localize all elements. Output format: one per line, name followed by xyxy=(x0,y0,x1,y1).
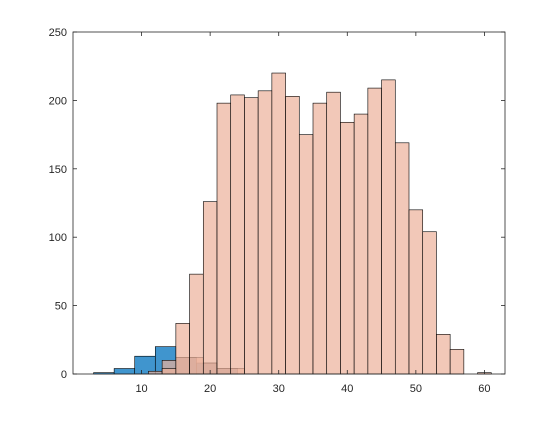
histogram-bar xyxy=(449,349,465,375)
x-tick-label: 60 xyxy=(478,383,490,395)
histogram-bar xyxy=(113,368,136,375)
histogram-bar xyxy=(271,72,286,375)
x-tick-label: 50 xyxy=(410,383,422,395)
bars-layer xyxy=(93,72,492,375)
y-tick-label: 200 xyxy=(49,95,67,107)
x-tick-label: 20 xyxy=(204,383,216,395)
x-tick-label: 40 xyxy=(341,383,353,395)
ticks-layer: 10 20 30 40 50 60 0 50 100 150 200 250 xyxy=(49,27,505,395)
histogram-bar xyxy=(285,96,300,375)
histogram-bar xyxy=(298,134,314,375)
histogram-bar xyxy=(244,97,259,375)
histogram-bar xyxy=(230,94,245,375)
axes-layer xyxy=(72,31,506,375)
histogram-bar xyxy=(394,142,410,375)
x-tick-label: 10 xyxy=(135,383,147,395)
histogram-bar xyxy=(148,370,163,375)
histogram-bar xyxy=(161,368,177,375)
y-tick-label: 150 xyxy=(49,164,67,176)
histogram-bar xyxy=(367,87,382,375)
histogram-bar xyxy=(408,209,424,375)
x-tick-label: 30 xyxy=(273,383,285,395)
histogram-bar xyxy=(340,121,355,375)
histogram-bar xyxy=(381,79,396,375)
axes-box xyxy=(72,31,506,375)
histogram-bar xyxy=(257,90,273,375)
y-tick-label: 50 xyxy=(55,301,67,313)
y-tick-label: 100 xyxy=(49,232,67,244)
histogram-bar xyxy=(202,201,218,375)
histogram-bar xyxy=(436,334,451,375)
y-tick-label: 250 xyxy=(49,27,67,39)
histogram-bar xyxy=(422,231,437,375)
histogram-bar xyxy=(216,102,232,375)
histogram-bar xyxy=(312,102,328,375)
histogram-bar xyxy=(326,91,341,375)
histogram-bar xyxy=(353,113,369,375)
histogram-bar xyxy=(189,273,204,375)
histogram-bar xyxy=(175,323,190,375)
y-tick-label: 0 xyxy=(61,369,67,381)
